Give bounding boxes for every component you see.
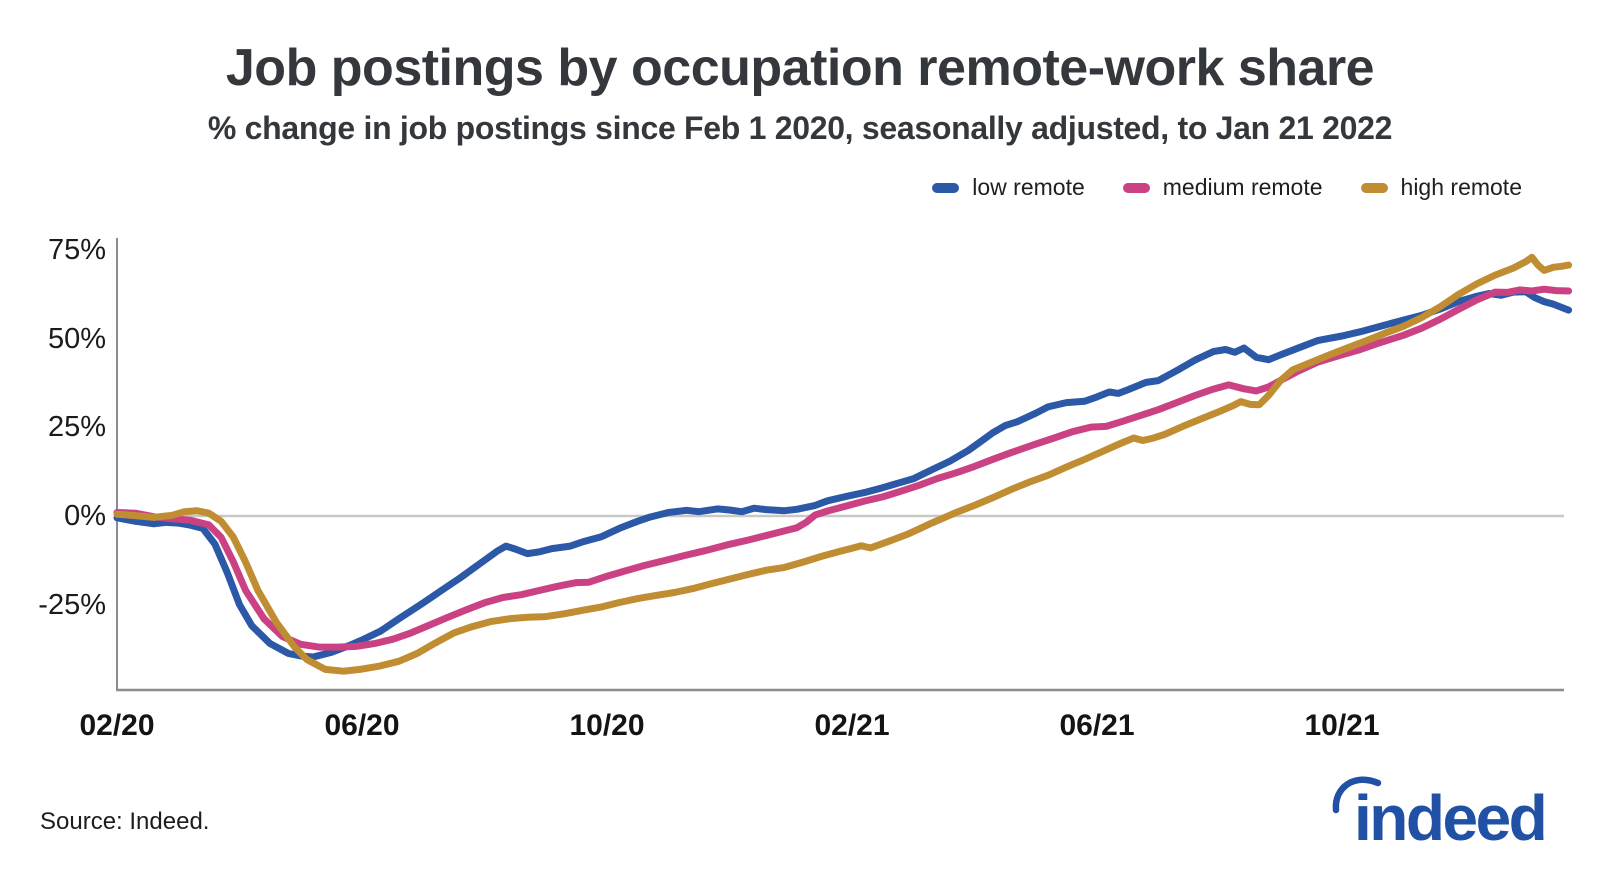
legend-swatch-icon [1122, 182, 1150, 193]
chart-title: Job postings by occupation remote-work s… [225, 39, 1375, 97]
x-tick-label: 06/21 [1059, 709, 1135, 742]
legend: low remote medium remote high remote [932, 174, 1522, 201]
chart-subtitle: % change in job postings since Feb 1 202… [207, 110, 1393, 146]
x-tick-label: 06/20 [324, 709, 400, 742]
indeed-logo: indeed [1332, 776, 1548, 854]
x-tick-label: 10/21 [1304, 709, 1380, 742]
x-tick-label: 10/20 [569, 709, 645, 742]
series-line-high-remote [113, 253, 1573, 675]
legend-label: medium remote [1162, 174, 1323, 200]
indeed-logo-text: indeed [1354, 782, 1545, 854]
legend-item-low-remote: low remote [932, 174, 1085, 201]
y-tick-label: 75% [47, 234, 106, 267]
legend-swatch-icon [1360, 182, 1388, 193]
series-line-medium-remote [113, 285, 1573, 651]
y-tick-label: -25% [38, 588, 106, 621]
legend-item-medium-remote: medium remote [1122, 174, 1323, 201]
x-tick-label: 02/21 [814, 709, 890, 742]
legend-item-high-remote: high remote [1360, 174, 1522, 201]
indeed-logo-swoosh-icon [1332, 776, 1382, 814]
y-tick-label: 0% [64, 500, 106, 532]
x-tick-label: 02/20 [79, 709, 155, 742]
legend-swatch-icon [932, 182, 960, 193]
series-group [113, 253, 1573, 675]
y-tick-label: 25% [47, 411, 106, 444]
legend-label: high remote [1400, 174, 1522, 200]
source-note: Source: Indeed. [40, 808, 210, 835]
legend-label: low remote [972, 174, 1085, 200]
y-tick-label: 50% [47, 322, 106, 355]
